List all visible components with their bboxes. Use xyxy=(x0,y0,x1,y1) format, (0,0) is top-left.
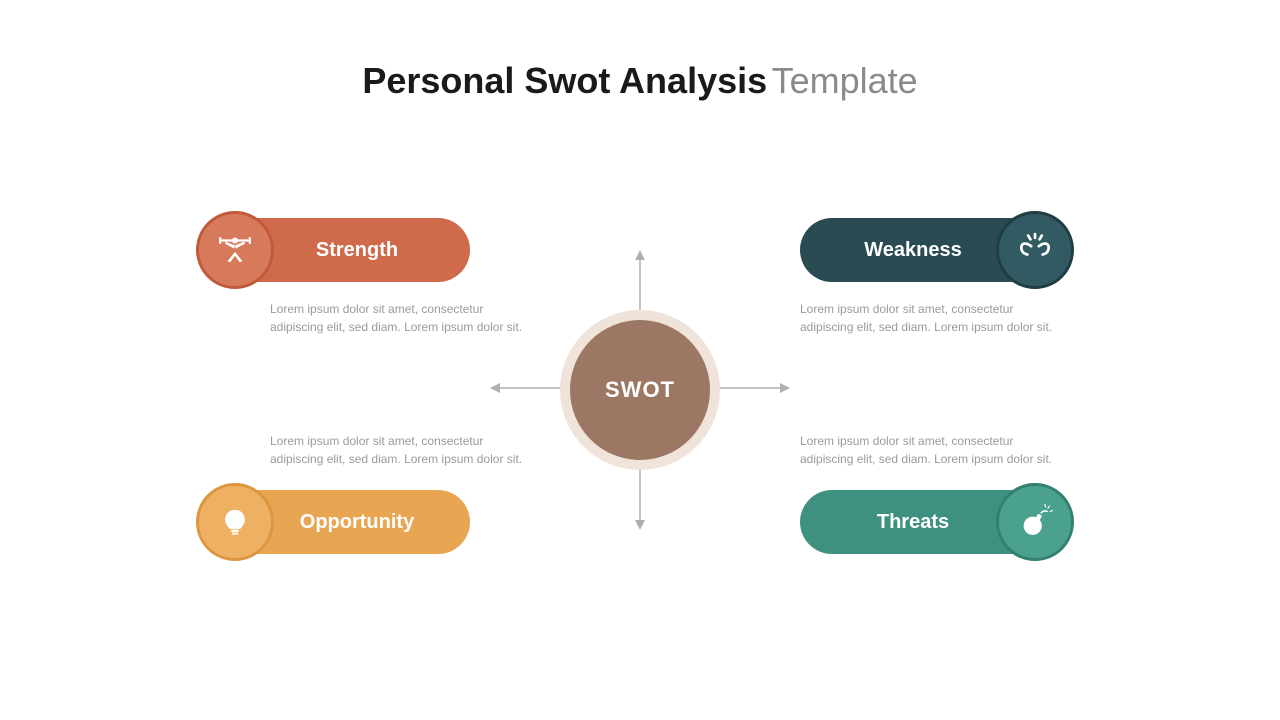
center-circle: SWOT xyxy=(560,310,720,470)
weakness-desc: Lorem ipsum dolor sit amet, consectetur … xyxy=(800,300,1060,336)
threats-pill: Threats xyxy=(800,490,1070,554)
bomb-icon xyxy=(996,483,1074,561)
threats-label: Threats xyxy=(830,511,996,534)
opportunity-label: Opportunity xyxy=(274,511,440,534)
weightlifter-icon xyxy=(196,211,274,289)
weakness-label: Weakness xyxy=(830,239,996,262)
threats-desc: Lorem ipsum dolor sit amet, consectetur … xyxy=(800,432,1060,468)
center-label: SWOT xyxy=(605,377,675,403)
page-title: Personal Swot Analysis Template xyxy=(0,60,1280,102)
title-light: Template xyxy=(772,60,918,101)
strength-pill: Strength xyxy=(200,218,470,282)
strength-desc: Lorem ipsum dolor sit amet, consectetur … xyxy=(270,300,530,336)
strength-label: Strength xyxy=(274,239,440,262)
arrow-right xyxy=(710,381,790,399)
opportunity-pill: Opportunity xyxy=(200,490,470,554)
lightbulb-icon xyxy=(196,483,274,561)
center-circle-inner: SWOT xyxy=(570,320,710,460)
arrow-down xyxy=(634,460,646,535)
broken-chain-icon xyxy=(996,211,1074,289)
weakness-pill: Weakness xyxy=(800,218,1070,282)
arrow-left xyxy=(490,381,570,399)
title-bold: Personal Swot Analysis xyxy=(362,60,767,101)
opportunity-desc: Lorem ipsum dolor sit amet, consectetur … xyxy=(270,432,530,468)
